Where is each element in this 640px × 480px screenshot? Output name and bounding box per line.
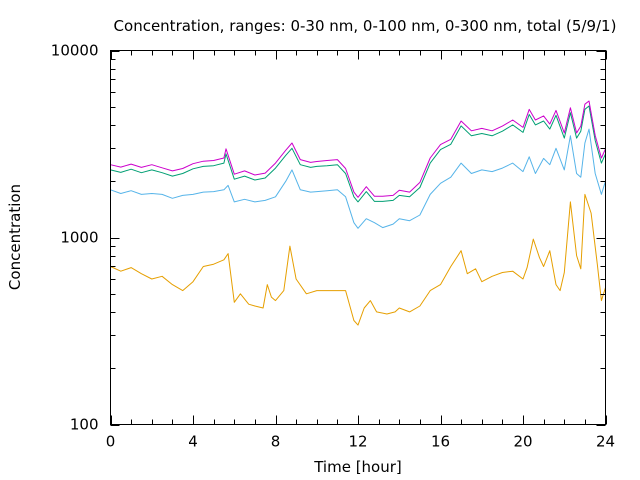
y-tick-label: 1000 [60, 229, 98, 247]
series-line-2 [110, 128, 606, 229]
series-line-3 [110, 105, 606, 203]
x-tick-label: 24 [596, 433, 615, 451]
chart-title: Concentration, ranges: 0-30 nm, 0-100 nm… [114, 17, 617, 35]
y-axis-label: Concentration [6, 184, 24, 290]
x-tick-label: 12 [348, 433, 367, 451]
x-tick-label: 8 [271, 433, 281, 451]
y-tick-label: 10000 [51, 42, 99, 60]
x-tick-label: 16 [431, 433, 450, 451]
x-tick-label: 0 [106, 433, 116, 451]
series-layer [110, 100, 606, 326]
series-line-4 [110, 100, 606, 198]
y-tick-label: 100 [70, 416, 99, 434]
ticks-layer: 0 4 8 12 16 20 24 100 1000 10000 [51, 42, 615, 451]
series-line-1 [110, 193, 606, 326]
x-tick-label: 4 [188, 433, 198, 451]
x-tick-label: 20 [513, 433, 532, 451]
x-axis-label: Time [hour] [313, 458, 402, 476]
